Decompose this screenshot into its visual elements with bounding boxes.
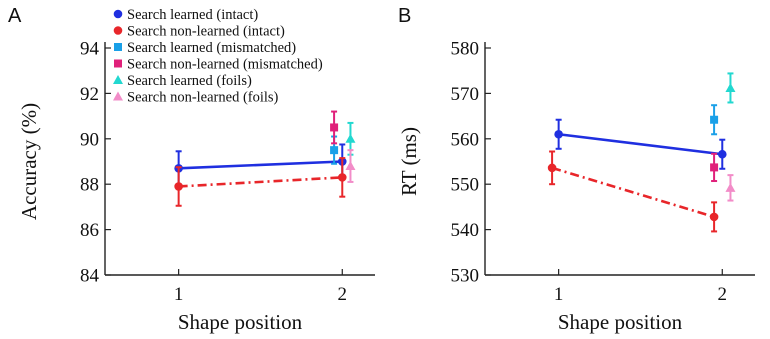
y-axis-title: RT (ms) (397, 127, 421, 196)
data-point (330, 123, 339, 132)
x-axis-title: Shape position (558, 310, 683, 334)
data-point (345, 161, 356, 171)
x-tick-label: 2 (338, 284, 348, 305)
panel-letter-a: A (8, 5, 22, 27)
data-point (345, 133, 356, 143)
legend-label: Search non-learned (mismatched) (127, 57, 323, 73)
y-tick-label: 88 (80, 175, 99, 196)
data-point (554, 129, 563, 139)
legend-label: Search learned (mismatched) (127, 40, 296, 56)
series (554, 118, 727, 170)
data-point (330, 146, 339, 155)
data-point (725, 182, 736, 192)
series-line (178, 176, 343, 188)
x-tick-label: 1 (174, 284, 184, 305)
series (725, 72, 736, 104)
series-line (551, 166, 715, 219)
legend-marker (113, 75, 123, 84)
series (710, 152, 719, 183)
legend-marker (113, 26, 123, 35)
x-tick-label: 2 (718, 284, 728, 305)
panel-rt: B 530 540 550 560 570 580 1 2 Shape position RT (… (397, 5, 755, 334)
series (174, 157, 347, 207)
legend-label: Search learned (foils) (127, 73, 252, 89)
legend-marker (113, 91, 123, 101)
legend-marker (113, 9, 123, 19)
data-point (725, 82, 736, 92)
series-line (178, 160, 343, 170)
y-tick-label: 570 (451, 84, 480, 105)
series (547, 150, 719, 233)
y-tick-label: 560 (451, 129, 480, 150)
data-point (709, 212, 719, 222)
series (174, 143, 347, 187)
x-tick-label: 1 (554, 284, 564, 305)
data-point (710, 163, 719, 172)
x-axis-title: Shape position (178, 310, 303, 334)
panel-accuracy: A 84 86 88 90 92 94 1 2 Shape position Accuracy (… (8, 5, 375, 334)
legend-label: Search non-learned (foils) (127, 90, 279, 106)
y-tick-label: 540 (451, 220, 480, 241)
data-point (710, 115, 719, 124)
legend-marker (114, 43, 122, 51)
series (725, 174, 736, 202)
y-tick-label: 580 (451, 39, 480, 60)
legend-label: Search non-learned (intact) (127, 24, 285, 40)
data-point (547, 163, 557, 173)
y-tick-label: 530 (451, 266, 480, 287)
data-point (717, 149, 727, 159)
y-tick-label: 92 (80, 84, 99, 105)
series-line (558, 132, 723, 156)
y-tick-label: 90 (80, 129, 99, 150)
y-tick-label: 84 (80, 266, 100, 287)
y-tick-label: 550 (451, 175, 480, 196)
legend-marker (114, 59, 122, 68)
series (330, 110, 339, 145)
y-tick-label: 94 (80, 39, 100, 60)
y-axis-title: Accuracy (%) (17, 103, 41, 220)
panel-letter-b: B (398, 5, 411, 27)
data-point (174, 182, 183, 191)
legend-label: Search learned (intact) (127, 7, 258, 23)
series (710, 104, 719, 136)
y-tick-label: 86 (80, 220, 99, 241)
series (345, 149, 356, 183)
data-point (337, 173, 347, 182)
